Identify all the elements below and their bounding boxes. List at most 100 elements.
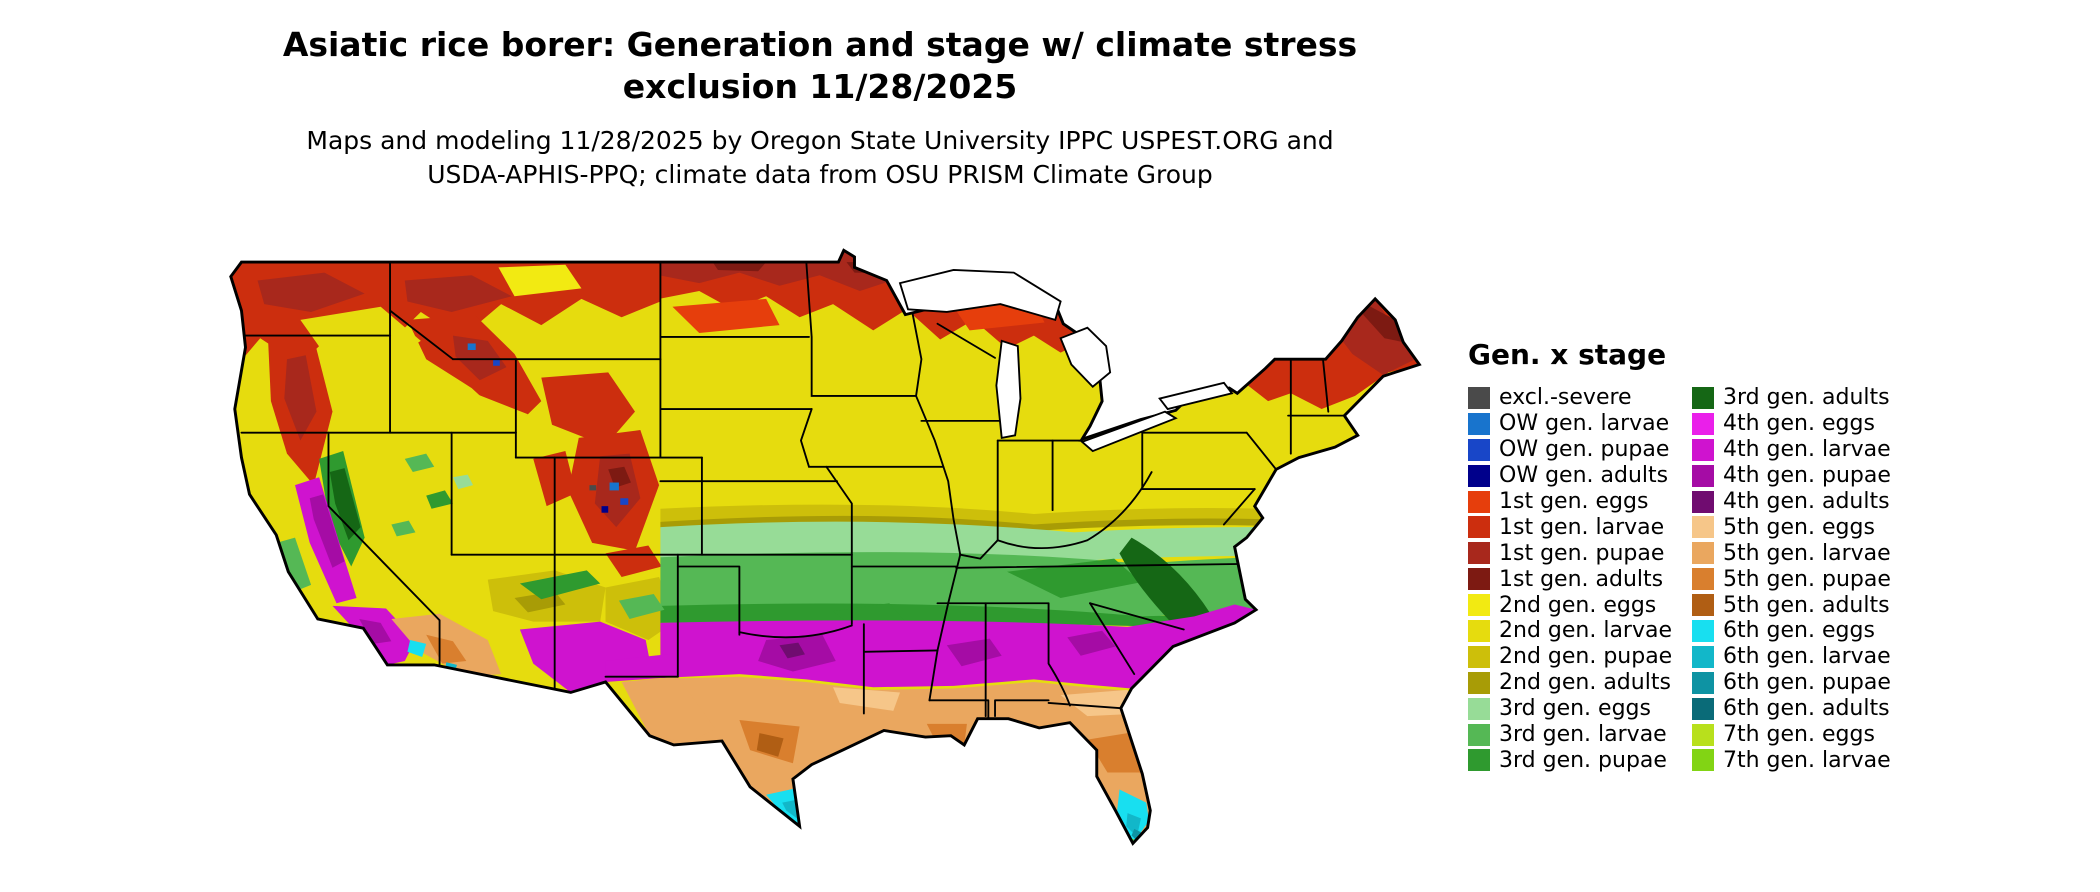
lake-michigan xyxy=(995,339,1022,440)
legend-label: 2nd gen. eggs xyxy=(1499,592,1657,618)
great-lakes xyxy=(898,269,1234,453)
legend-label: 1st gen. eggs xyxy=(1499,489,1649,514)
legend-item: 5th gen. eggs xyxy=(1692,514,1891,540)
legend-item: 3rd gen. pupae xyxy=(1468,747,1692,773)
legend-item: 1st gen. larvae xyxy=(1468,514,1692,540)
legend-column-1: excl.-severe OW gen. larvae OW gen. pupa… xyxy=(1468,385,1692,773)
legend-swatch xyxy=(1468,645,1490,668)
legend-item: 2nd gen. eggs xyxy=(1468,592,1692,618)
legend-swatch xyxy=(1692,386,1714,409)
legend-label: 4th gen. larvae xyxy=(1723,437,1891,463)
regions-4th-gen xyxy=(295,477,1257,693)
legend-label: 2nd gen. larvae xyxy=(1499,618,1673,644)
legend-label: 4th gen. eggs xyxy=(1723,411,1875,437)
legend-label: 3rd gen. pupae xyxy=(1499,747,1667,773)
legend-label: 1st gen. adults xyxy=(1499,566,1664,592)
legend-label: 7th gen. eggs xyxy=(1723,722,1875,748)
legend-item: 5th gen. larvae xyxy=(1692,540,1891,566)
legend-title: Gen. x stage xyxy=(1468,338,1667,371)
map-title-line-2: exclusion 11/28/2025 xyxy=(622,67,1018,107)
legend-swatch xyxy=(1692,490,1714,513)
legend-swatch xyxy=(1468,412,1490,435)
legend-item: 3rd gen. adults xyxy=(1692,385,1891,411)
legend-label: 4th gen. pupae xyxy=(1723,463,1891,489)
legend-item: 2nd gen. larvae xyxy=(1468,618,1692,644)
legend-swatch xyxy=(1468,516,1490,539)
legend-item: OW gen. adults xyxy=(1468,463,1692,489)
legend-swatch xyxy=(1468,438,1490,461)
legend-swatch xyxy=(1692,464,1714,487)
legend-swatch xyxy=(1692,619,1714,642)
legend-label: OW gen. larvae xyxy=(1499,411,1670,437)
legend-item: 5th gen. pupae xyxy=(1692,566,1891,592)
legend-swatch xyxy=(1468,749,1490,772)
legend-swatch xyxy=(1468,490,1490,513)
legend-label: 3rd gen. adults xyxy=(1723,385,1890,411)
legend-swatch xyxy=(1692,542,1714,565)
legend-label: 2nd gen. pupae xyxy=(1499,644,1673,670)
legend-item: 5th gen. adults xyxy=(1692,592,1891,618)
legend-item: 6th gen. eggs xyxy=(1692,618,1891,644)
legend-item: excl.-severe xyxy=(1468,385,1692,411)
regions-3rd-gen-west xyxy=(276,451,474,592)
legend-swatch xyxy=(1468,619,1490,642)
legend-item: 6th gen. larvae xyxy=(1692,644,1891,670)
legend-label: 5th gen. eggs xyxy=(1723,514,1875,540)
legend-swatch xyxy=(1468,697,1490,720)
legend-label: 6th gen. eggs xyxy=(1723,618,1875,644)
legend-label: 2nd gen. adults xyxy=(1499,670,1671,696)
legend-label: OW gen. pupae xyxy=(1499,437,1670,463)
legend-swatch xyxy=(1692,568,1714,591)
legend-item: 6th gen. pupae xyxy=(1692,670,1891,696)
legend-label: 6th gen. pupae xyxy=(1723,670,1891,696)
header: Asiatic rice borer: Generation and stage… xyxy=(0,24,1640,192)
us-outline xyxy=(229,248,1422,846)
lake-ontario xyxy=(1158,381,1234,411)
legend-label: 1st gen. larvae xyxy=(1499,514,1665,540)
legend-label: 4th gen. adults xyxy=(1723,489,1890,514)
legend-swatch xyxy=(1692,723,1714,746)
legend-label: 3rd gen. eggs xyxy=(1499,696,1651,722)
legend-item: 4th gen. pupae xyxy=(1692,463,1891,489)
legend-swatch xyxy=(1468,594,1490,617)
map-subtitle-line-1: Maps and modeling 11/28/2025 by Oregon S… xyxy=(306,126,1334,156)
legend-item: 4th gen. larvae xyxy=(1692,437,1891,463)
map-subtitle: Maps and modeling 11/28/2025 by Oregon S… xyxy=(0,124,1640,192)
lake-huron xyxy=(1059,326,1112,389)
state-borders xyxy=(230,261,1346,720)
legend-item: OW gen. larvae xyxy=(1468,411,1692,437)
regions-exclusion xyxy=(589,485,597,491)
legend-label: OW gen. adults xyxy=(1499,463,1669,489)
regions-3rd-gen xyxy=(519,521,1420,635)
legend-label: 3rd gen. larvae xyxy=(1499,722,1667,748)
legend-swatch xyxy=(1468,723,1490,746)
legend-label: 6th gen. adults xyxy=(1723,696,1890,722)
map-subtitle-line-2: USDA-APHIS-PPQ; climate data from OSU PR… xyxy=(427,160,1213,190)
legend-swatch xyxy=(1692,697,1714,720)
legend-swatch xyxy=(1468,542,1490,565)
legend-label: 5th gen. larvae xyxy=(1723,540,1891,566)
legend-swatch xyxy=(1468,671,1490,694)
map-title-line-1: Asiatic rice borer: Generation and stage… xyxy=(282,25,1358,64)
legend-item: 1st gen. adults xyxy=(1468,566,1692,592)
legend-swatch xyxy=(1468,568,1490,591)
legend-item: 1st gen. pupae xyxy=(1468,540,1692,566)
legend-item: 6th gen. adults xyxy=(1692,696,1891,722)
lake-superior xyxy=(898,269,1062,321)
legend-swatch xyxy=(1692,594,1714,617)
regions-ow-gen xyxy=(467,343,629,513)
legend-column-2: 3rd gen. adults 4th gen. eggs 4th gen. l… xyxy=(1692,385,1891,773)
legend-item: 7th gen. larvae xyxy=(1692,747,1891,773)
legend-item: 2nd gen. adults xyxy=(1468,670,1692,696)
legend-item: 4th gen. adults xyxy=(1692,489,1891,515)
us-map-svg xyxy=(229,248,1422,846)
legend-swatch xyxy=(1692,516,1714,539)
legend: Gen. x stage excl.-severe OW gen. larvae… xyxy=(1468,338,1891,773)
legend-label: 6th gen. larvae xyxy=(1723,644,1891,670)
legend-item: 1st gen. eggs xyxy=(1468,489,1692,515)
lake-erie xyxy=(1080,410,1178,453)
legend-item: 4th gen. eggs xyxy=(1692,411,1891,437)
us-map xyxy=(204,228,1422,884)
legend-label: 1st gen. pupae xyxy=(1499,540,1665,566)
